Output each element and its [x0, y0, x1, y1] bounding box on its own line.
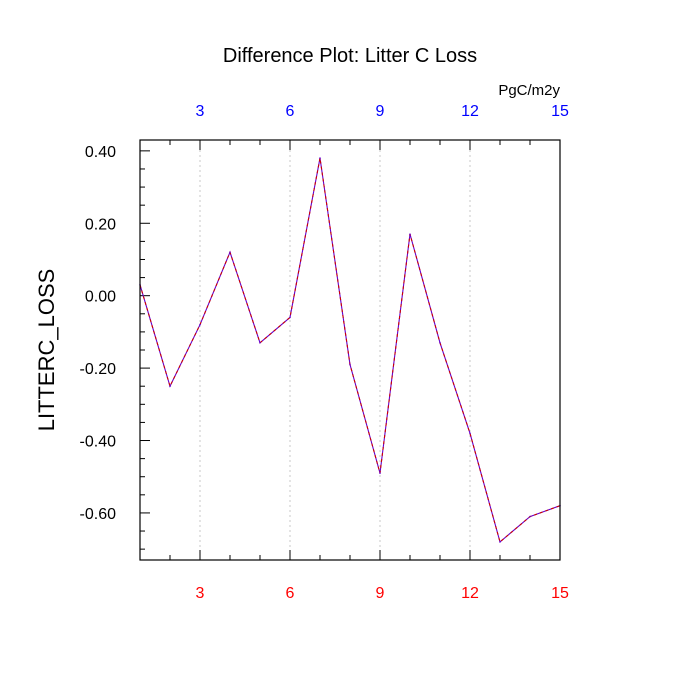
y-axis-label: LITTERC_LOSS	[34, 269, 59, 432]
x-tick-label-top: 12	[461, 103, 479, 120]
plot-frame	[139, 139, 561, 561]
series-line-dash-overlay	[139, 157, 561, 543]
chart-title: Difference Plot: Litter C Loss	[223, 45, 477, 67]
x-tick-label-bottom: 3	[196, 585, 205, 602]
data-point	[349, 363, 351, 366]
data-point	[319, 157, 321, 159]
y-tick-label: -0.20	[80, 361, 117, 378]
x-tick-label-top: 15	[551, 103, 569, 120]
y-tick-label: 0.00	[85, 289, 116, 306]
x-tick-label-bottom: 15	[551, 585, 569, 602]
y-tick-label: -0.60	[80, 506, 117, 523]
data-point	[529, 515, 531, 518]
series-line	[139, 157, 561, 543]
y-tick-label: -0.40	[80, 434, 117, 451]
data-point	[499, 541, 501, 543]
grid-layer	[199, 140, 471, 560]
y-tick-label: 0.20	[85, 216, 116, 233]
tick-layer	[139, 140, 561, 560]
data-point	[199, 323, 201, 326]
x-tick-label-bottom: 9	[376, 585, 385, 602]
x-tick-label-top: 6	[286, 103, 295, 120]
data-point	[409, 233, 411, 235]
units-label: PgC/m2y	[498, 82, 560, 99]
series-layer	[139, 157, 561, 543]
y-tick-label: 0.40	[85, 144, 116, 161]
data-point	[289, 316, 291, 319]
data-point	[169, 385, 171, 388]
data-point	[439, 341, 441, 344]
x-tick-label-bottom: 6	[286, 585, 295, 602]
data-point	[469, 432, 471, 435]
x-tick-label-bottom: 12	[461, 585, 479, 602]
data-point	[229, 251, 231, 254]
x-tick-label-top: 3	[196, 103, 205, 120]
data-point	[259, 341, 261, 344]
data-point	[379, 472, 381, 474]
x-tick-label-top: 9	[376, 103, 385, 120]
tick-label-layer: 3 3 6 6 9 9 12 12 15 15 0.40 0.20 0.00 -0.20 -0.40 -0.6…	[80, 103, 569, 602]
